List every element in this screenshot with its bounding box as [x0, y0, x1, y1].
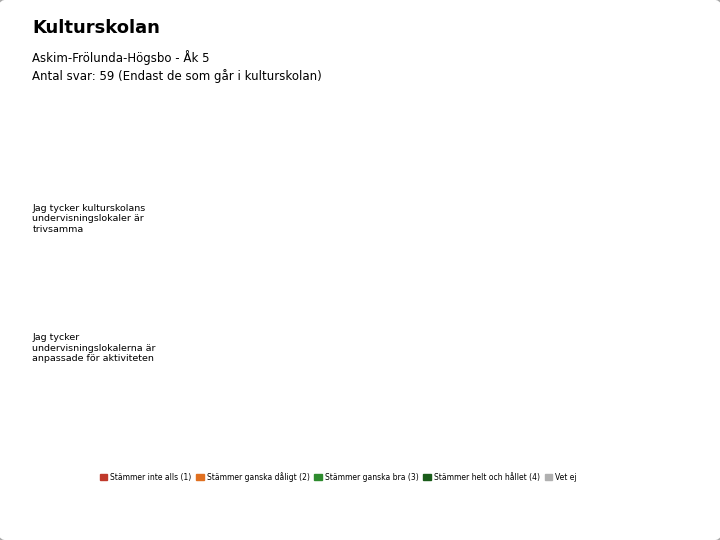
Text: 49: 49	[508, 342, 521, 352]
Bar	[624, 155, 655, 196]
Bar	[285, 327, 316, 368]
Circle shape	[131, 505, 167, 508]
FancyBboxPatch shape	[313, 512, 346, 532]
Text: 46: 46	[528, 171, 542, 180]
Bar	[316, 327, 420, 368]
Text: 12: 12	[625, 342, 639, 352]
Text: Göteborgs stad - Åk 5: Göteborgs stad - Åk 5	[176, 224, 271, 235]
Text: 7: 7	[642, 396, 649, 406]
Bar	[431, 381, 632, 422]
FancyBboxPatch shape	[253, 512, 287, 532]
Text: 3,5: 3,5	[668, 225, 685, 234]
Bar	[274, 327, 285, 368]
Text: Medel: Medel	[662, 126, 690, 137]
Text: 56: 56	[528, 225, 542, 234]
Text: 8: 8	[636, 171, 643, 180]
Text: 27: 27	[361, 342, 374, 352]
Bar	[608, 327, 655, 368]
Text: 8: 8	[297, 342, 304, 352]
Circle shape	[346, 514, 374, 515]
Circle shape	[432, 505, 468, 508]
FancyBboxPatch shape	[374, 512, 407, 532]
Circle shape	[71, 505, 107, 508]
Circle shape	[613, 505, 649, 508]
Legend: Stämmer inte alls (1), Stämmer ganska dåligt (2), Stämmer ganska bra (3), Stämme: Stämmer inte alls (1), Stämmer ganska då…	[96, 469, 580, 485]
Text: Jag tycker
undervisningslokalerna är
anpassade för aktiviteten: Jag tycker undervisningslokalerna är anp…	[32, 333, 156, 363]
FancyBboxPatch shape	[132, 512, 166, 532]
Text: 52: 52	[525, 396, 539, 406]
Bar	[274, 381, 282, 422]
Text: 6: 6	[289, 396, 296, 406]
Text: 4: 4	[286, 225, 292, 234]
Circle shape	[536, 514, 565, 515]
Circle shape	[18, 514, 47, 515]
Circle shape	[673, 505, 709, 508]
FancyBboxPatch shape	[675, 512, 708, 532]
Text: 4: 4	[648, 225, 654, 234]
Circle shape	[11, 505, 47, 508]
Text: 37: 37	[369, 171, 382, 180]
Text: 3,4: 3,4	[668, 342, 685, 352]
Circle shape	[492, 505, 528, 508]
Text: Jag tycker kulturskolans
undervisningslokaler är
trivsamma: Jag tycker kulturskolans undervisningslo…	[32, 204, 145, 234]
Bar	[644, 209, 659, 250]
Bar	[282, 381, 305, 422]
Circle shape	[673, 514, 702, 515]
Text: Göteborgs stad - Åk 5: Göteborgs stad - Åk 5	[176, 396, 271, 407]
FancyBboxPatch shape	[433, 512, 467, 532]
Text: 3,3: 3,3	[668, 171, 685, 180]
FancyBboxPatch shape	[12, 512, 45, 532]
Bar	[428, 209, 644, 250]
FancyBboxPatch shape	[554, 512, 588, 532]
Bar	[305, 381, 431, 422]
FancyBboxPatch shape	[193, 512, 226, 532]
Text: Antal svar: 59 (Endast de som går i kulturskolan): Antal svar: 59 (Endast de som går i kult…	[32, 69, 322, 83]
Text: 8: 8	[286, 171, 292, 180]
Circle shape	[155, 514, 184, 515]
Circle shape	[372, 505, 408, 508]
FancyBboxPatch shape	[73, 512, 106, 532]
Bar	[305, 155, 447, 196]
Circle shape	[553, 505, 589, 508]
Text: 3: 3	[276, 342, 283, 352]
Text: 34: 34	[356, 225, 369, 234]
Bar	[282, 209, 297, 250]
Text: Kulturskolan: Kulturskolan	[32, 19, 161, 37]
FancyBboxPatch shape	[614, 512, 647, 532]
Bar	[297, 209, 428, 250]
Bar	[274, 155, 305, 196]
Text: Askim-Frölunda-Högsbo - Åk 5: Askim-Frölunda-Högsbo - Åk 5	[32, 50, 210, 65]
Text: Askim-Frölunda-Högsbo - Åk 5: Askim-Frölunda-Högsbo - Åk 5	[141, 170, 271, 181]
Bar	[420, 327, 608, 368]
Title: Kulturskolemiljö: Kulturskolemiljö	[405, 103, 528, 116]
Bar	[274, 209, 282, 250]
Circle shape	[252, 505, 288, 508]
Text: Askim-Frölunda-Högsbo - Åk 5: Askim-Frölunda-Högsbo - Åk 5	[141, 342, 271, 353]
Circle shape	[312, 505, 348, 508]
Circle shape	[192, 505, 228, 508]
FancyBboxPatch shape	[494, 512, 527, 532]
Text: 3,5: 3,5	[668, 396, 685, 406]
Bar	[632, 381, 659, 422]
Bar	[447, 155, 624, 196]
Text: 33: 33	[361, 396, 374, 406]
